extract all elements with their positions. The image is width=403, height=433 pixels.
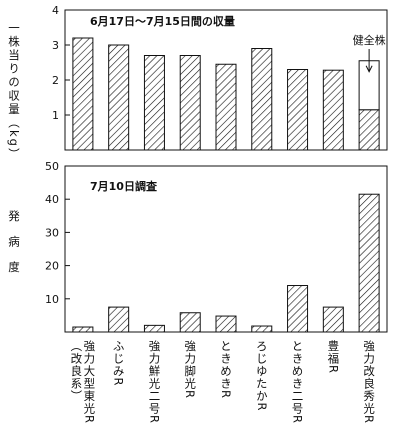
disease-y-tick-label: 20 (45, 260, 59, 273)
category-label-3: 強力鮮光二号R (147, 340, 161, 424)
disease-y-tick-label: 10 (45, 293, 59, 306)
yield-y-tick-label: 1 (52, 109, 59, 122)
category-label-2: ふじみR (112, 340, 126, 387)
yield-y-tick-label: 2 (52, 74, 59, 87)
category-label-7: ときめき二号R (291, 340, 305, 424)
disease-bar-7 (287, 285, 309, 333)
yield-y-axis-label: 一株当りの収量（kg） (7, 22, 21, 161)
category-labels: 強力大型東光R（改良系） ふじみR 強力鮮光二号R 強力脚光R ときめきR ろじゆたかR と… (69, 340, 376, 424)
disease-y-tick-label: 50 (45, 160, 59, 173)
yield-bar-3 (143, 55, 165, 151)
disease-bar-4 (179, 312, 201, 333)
yield-y-tick-label: 4 (52, 4, 59, 17)
category-label-6: ろじゆたかR (255, 340, 269, 412)
disease-y-axis-label: 発病度 (7, 209, 21, 286)
yield-bars (72, 37, 380, 151)
disease-panel-title: 7月10日調査 (90, 179, 157, 193)
disease-bar-5 (215, 315, 237, 333)
category-label-5: ときめきR (219, 340, 233, 399)
disease-y-tick-label: 30 (45, 226, 59, 239)
yield-bar-2 (108, 44, 130, 151)
yield-bar-5 (215, 63, 237, 151)
disease-y-ticks: 10 20 30 40 50 (45, 160, 70, 306)
disease-bars (72, 193, 380, 333)
yield-bar-9 (358, 109, 380, 151)
yield-y-ticks: 1 2 3 4 (52, 4, 70, 122)
yield-bar-1 (72, 37, 94, 151)
disease-bar-2 (108, 306, 130, 333)
disease-bar-9 (358, 193, 380, 333)
yield-bar-7 (287, 69, 309, 151)
disease-y-tick-label: 40 (45, 193, 59, 206)
disease-bar-6 (251, 325, 273, 333)
yield-bar-4 (179, 55, 201, 151)
healthy-plant-annotation: 健全株 (353, 33, 386, 111)
yield-y-tick-label: 3 (52, 39, 59, 52)
yield-panel-title: 6月17日〜7月15日間の収量 (90, 15, 235, 28)
category-label-1: 強力大型東光R (82, 340, 96, 424)
yield-bar-6 (251, 48, 273, 151)
disease-bar-8 (322, 306, 344, 333)
healthy-plant-arrow-head (365, 65, 373, 73)
yield-panel: 6月17日〜7月15日間の収量 1 2 3 4 健全株 一株当りの収量（kg） (7, 4, 388, 161)
healthy-plant-label: 健全株 (353, 33, 386, 47)
yield-bar-8 (322, 69, 344, 151)
category-label-8: 豊福R (326, 340, 340, 374)
category-label-1: （改良系） (69, 340, 83, 403)
disease-bar-3 (143, 324, 165, 333)
disease-bar-1 (72, 326, 94, 333)
disease-panel: 7月10日調査 10 20 30 40 50 発病度 (7, 160, 388, 333)
category-label-9: 強力改良秀光R (362, 340, 376, 424)
category-label-4: 強力脚光R (183, 340, 197, 399)
